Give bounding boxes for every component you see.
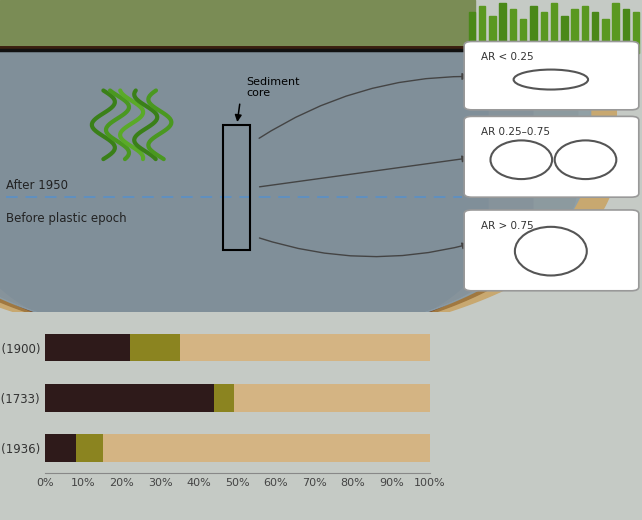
Polygon shape	[0, 47, 616, 343]
Polygon shape	[0, 47, 578, 343]
FancyBboxPatch shape	[464, 116, 639, 197]
Bar	[571, 9, 578, 53]
Text: AR 0.25–0.75: AR 0.25–0.75	[481, 127, 550, 137]
Bar	[469, 12, 475, 53]
Bar	[489, 16, 496, 53]
Bar	[530, 6, 537, 53]
Bar	[45, 334, 130, 361]
Bar	[582, 6, 588, 53]
Bar	[234, 384, 430, 412]
Bar	[520, 19, 526, 53]
Text: AR < 0.25: AR < 0.25	[481, 52, 534, 62]
Bar	[510, 9, 516, 53]
Bar	[214, 384, 234, 412]
Ellipse shape	[515, 227, 587, 276]
Bar	[0, 48, 475, 56]
Bar	[0, 0, 475, 53]
Bar	[45, 384, 214, 412]
Ellipse shape	[514, 70, 588, 89]
Bar	[180, 334, 430, 361]
Bar	[633, 12, 639, 53]
Bar	[479, 6, 485, 53]
Bar	[45, 434, 76, 462]
FancyBboxPatch shape	[464, 42, 639, 110]
Polygon shape	[0, 50, 591, 343]
Bar	[76, 434, 103, 462]
Bar	[551, 3, 557, 53]
Bar	[130, 334, 180, 361]
Polygon shape	[0, 47, 533, 346]
Bar	[103, 434, 430, 462]
Ellipse shape	[555, 140, 616, 179]
Polygon shape	[0, 50, 591, 343]
Bar	[561, 16, 568, 53]
FancyBboxPatch shape	[464, 210, 639, 291]
Bar	[592, 12, 598, 53]
Bar	[223, 125, 250, 250]
Ellipse shape	[490, 140, 552, 179]
Polygon shape	[0, 47, 488, 353]
Text: After 1950: After 1950	[6, 179, 69, 192]
Text: Sediment
core: Sediment core	[247, 76, 300, 98]
Bar	[612, 3, 619, 53]
Bar	[623, 9, 629, 53]
Bar	[541, 12, 547, 53]
Bar	[602, 19, 609, 53]
Bar	[499, 3, 506, 53]
Text: AR > 0.75: AR > 0.75	[481, 220, 534, 231]
Text: Before plastic epoch: Before plastic epoch	[6, 212, 127, 225]
